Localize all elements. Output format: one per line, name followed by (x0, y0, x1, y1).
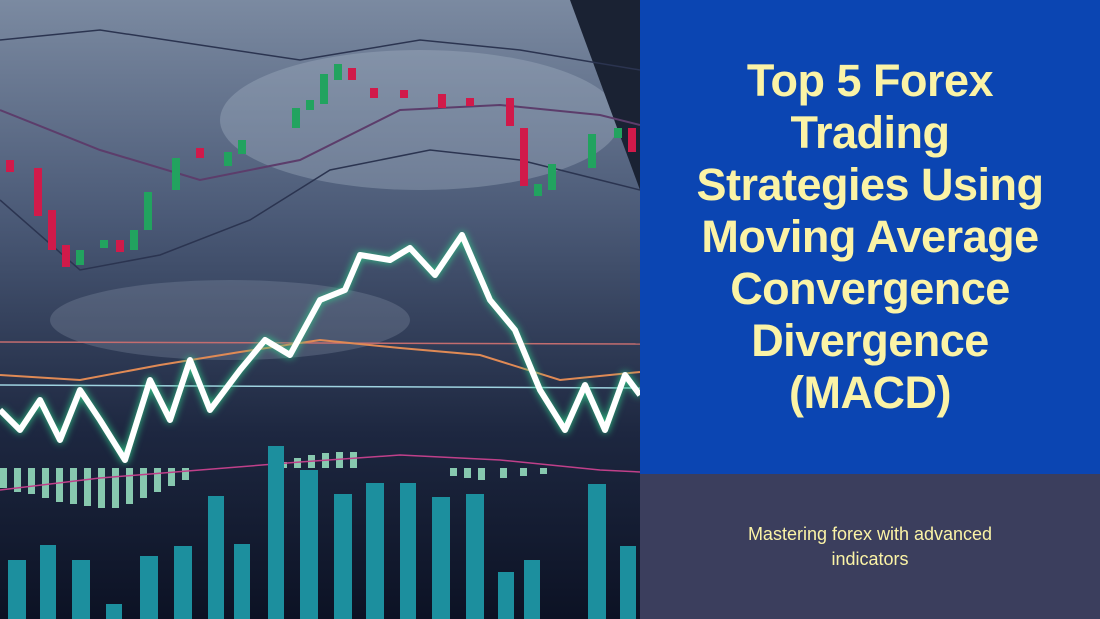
title-line: Divergence (751, 315, 989, 366)
band-line (0, 103, 640, 182)
cloud (220, 50, 620, 190)
subtitle-line: Mastering forex with advanced (747, 523, 993, 544)
building (570, 0, 640, 190)
level-line (0, 341, 640, 345)
title-line: Trading (790, 107, 950, 158)
title-line: Convergence (730, 263, 1010, 314)
level-line (0, 384, 640, 389)
title-line: (MACD) (789, 367, 951, 418)
volume-bars (8, 446, 636, 619)
subtitle-line: indicators (831, 548, 909, 569)
title-line: Moving Average (701, 211, 1039, 262)
subtitle-panel: Mastering forex with advanced indicators (640, 474, 1100, 619)
histogram-line (0, 454, 640, 491)
background-art (0, 0, 640, 619)
title-line: Strategies Using (696, 159, 1044, 210)
title-panel: Top 5 Forex Trading Strategies Using Moving… (640, 0, 1100, 474)
band-line (0, 29, 640, 71)
cloud (50, 280, 410, 360)
macd-line (0, 232, 640, 463)
candlesticks (6, 64, 636, 267)
histogram (0, 452, 547, 508)
band-line (0, 149, 640, 271)
title-line: Top 5 Forex (746, 55, 994, 106)
